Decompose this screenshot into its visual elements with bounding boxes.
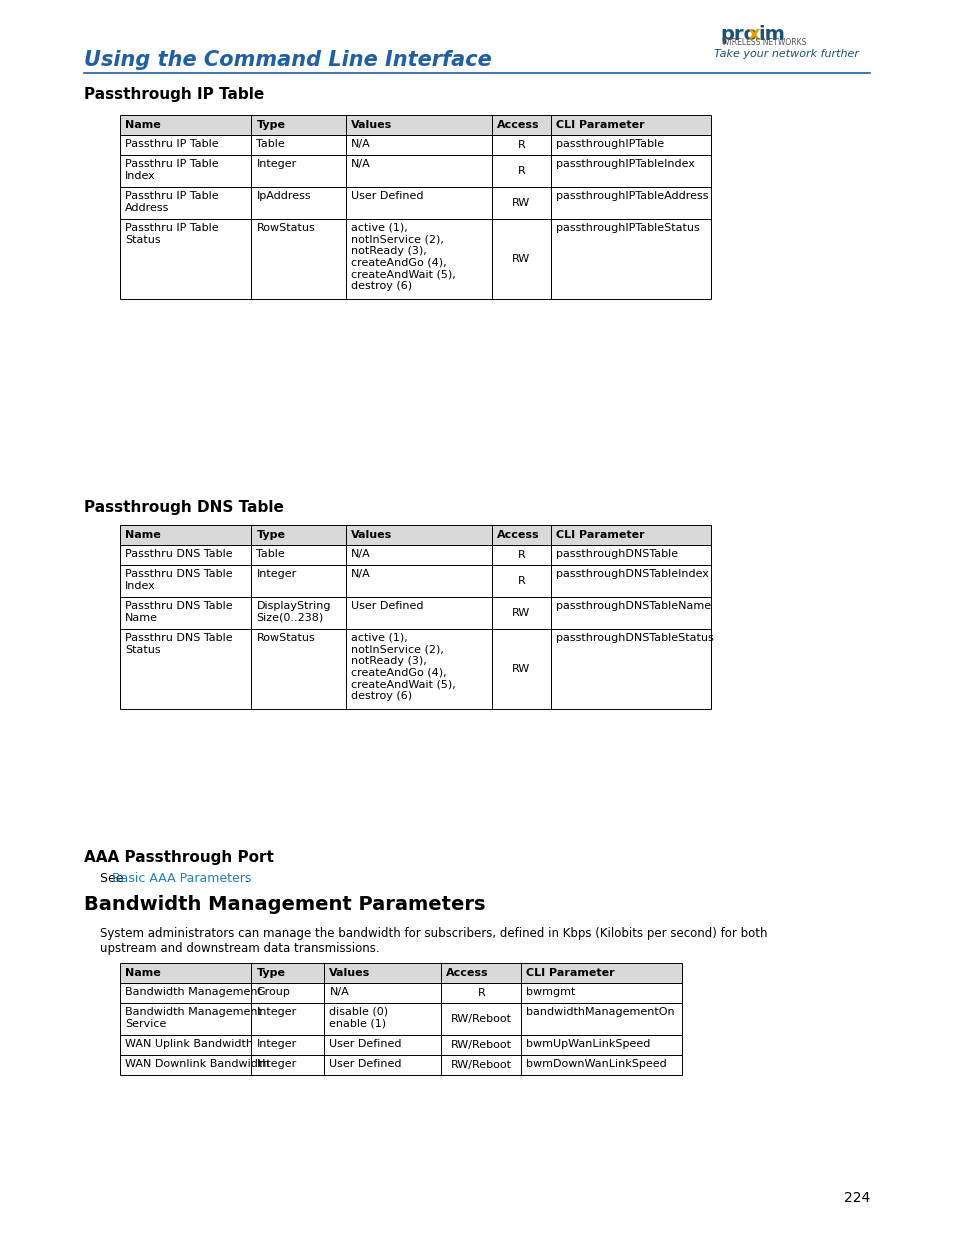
Text: bwmUpWanLinkSpeed: bwmUpWanLinkSpeed xyxy=(526,1039,650,1049)
Bar xyxy=(521,1035,681,1055)
Bar xyxy=(252,1055,324,1074)
Text: WIRELESS NETWORKS: WIRELESS NETWORKS xyxy=(721,38,805,47)
Text: 224: 224 xyxy=(842,1191,869,1205)
Text: passthroughDNSTableIndex: passthroughDNSTableIndex xyxy=(555,569,708,579)
Bar xyxy=(252,597,346,629)
Bar xyxy=(440,1035,521,1055)
Bar xyxy=(252,115,346,135)
Text: Group: Group xyxy=(256,987,290,997)
Bar xyxy=(120,983,252,1003)
Bar xyxy=(521,963,681,983)
Text: Integer: Integer xyxy=(256,569,296,579)
Text: Name: Name xyxy=(125,968,161,978)
Bar xyxy=(521,983,681,1003)
Bar xyxy=(252,156,346,186)
Bar xyxy=(252,186,346,219)
Bar xyxy=(440,1055,521,1074)
Text: Bandwidth Management: Bandwidth Management xyxy=(125,987,262,997)
Bar xyxy=(252,545,346,564)
Text: passthroughDNSTableName: passthroughDNSTableName xyxy=(555,601,710,611)
Bar xyxy=(252,564,346,597)
Text: Integer: Integer xyxy=(256,159,296,169)
Bar xyxy=(492,545,550,564)
Text: passthroughDNSTableStatus: passthroughDNSTableStatus xyxy=(555,634,713,643)
Bar xyxy=(550,545,711,564)
Text: Passthru IP Table: Passthru IP Table xyxy=(125,140,218,149)
Bar xyxy=(492,564,550,597)
Bar xyxy=(120,629,252,709)
Bar xyxy=(252,629,346,709)
Bar xyxy=(492,186,550,219)
Text: R: R xyxy=(476,988,485,998)
Bar xyxy=(346,156,492,186)
Text: RW: RW xyxy=(512,608,530,618)
Text: R: R xyxy=(517,550,525,559)
Bar xyxy=(120,545,252,564)
Bar xyxy=(550,186,711,219)
Bar xyxy=(346,135,492,156)
Text: Name: Name xyxy=(125,120,161,130)
Text: Bandwidth Management Parameters: Bandwidth Management Parameters xyxy=(84,895,485,914)
Text: x: x xyxy=(747,25,760,44)
Text: pro: pro xyxy=(720,25,757,44)
Text: DisplayString
Size(0..238): DisplayString Size(0..238) xyxy=(256,601,331,622)
Bar xyxy=(252,1035,324,1055)
Text: RW: RW xyxy=(512,198,530,207)
Text: Bandwidth Management
Service: Bandwidth Management Service xyxy=(125,1007,262,1029)
Text: N/A: N/A xyxy=(351,569,371,579)
Text: active (1),
notInService (2),
notReady (3),
createAndGo (4),
createAndWait (5),
: active (1), notInService (2), notReady (… xyxy=(351,634,456,701)
Text: N/A: N/A xyxy=(351,159,371,169)
Bar xyxy=(346,525,492,545)
Bar xyxy=(492,219,550,299)
Bar xyxy=(324,1035,440,1055)
Text: active (1),
notInService (2),
notReady (3),
createAndGo (4),
createAndWait (5),
: active (1), notInService (2), notReady (… xyxy=(351,224,456,291)
Text: Passthrough IP Table: Passthrough IP Table xyxy=(84,86,264,103)
Text: AAA Passthrough Port: AAA Passthrough Port xyxy=(84,850,274,864)
Text: Values: Values xyxy=(329,968,371,978)
Bar xyxy=(346,564,492,597)
Text: Access: Access xyxy=(497,120,539,130)
Bar xyxy=(346,219,492,299)
Text: User Defined: User Defined xyxy=(329,1039,401,1049)
Bar xyxy=(120,186,252,219)
Text: Access: Access xyxy=(497,530,539,540)
Text: Passthru DNS Table
Name: Passthru DNS Table Name xyxy=(125,601,233,622)
Text: Passthru IP Table
Address: Passthru IP Table Address xyxy=(125,191,218,212)
Text: Passthru DNS Table
Status: Passthru DNS Table Status xyxy=(125,634,233,655)
Text: Passthru IP Table
Status: Passthru IP Table Status xyxy=(125,224,218,245)
Text: CLI Parameter: CLI Parameter xyxy=(555,530,643,540)
Bar xyxy=(120,525,252,545)
Bar xyxy=(346,597,492,629)
Text: Passthru DNS Table: Passthru DNS Table xyxy=(125,550,233,559)
Text: RW/Reboot: RW/Reboot xyxy=(451,1040,512,1050)
Bar xyxy=(346,186,492,219)
Bar xyxy=(120,1003,252,1035)
Text: RW/Reboot: RW/Reboot xyxy=(451,1014,512,1024)
Bar xyxy=(252,983,324,1003)
Bar xyxy=(120,1055,252,1074)
Bar xyxy=(550,525,711,545)
Bar xyxy=(324,1055,440,1074)
Bar xyxy=(550,629,711,709)
Bar xyxy=(492,597,550,629)
Text: Integer: Integer xyxy=(256,1007,296,1016)
Text: Using the Command Line Interface: Using the Command Line Interface xyxy=(84,49,491,70)
Text: RW: RW xyxy=(512,254,530,264)
Text: RW: RW xyxy=(512,664,530,674)
Text: RW/Reboot: RW/Reboot xyxy=(451,1060,512,1070)
Text: Passthru IP Table
Index: Passthru IP Table Index xyxy=(125,159,218,180)
Text: N/A: N/A xyxy=(351,550,371,559)
Text: WAN Uplink Bandwidth: WAN Uplink Bandwidth xyxy=(125,1039,253,1049)
Bar xyxy=(550,219,711,299)
Text: passthroughIPTableIndex: passthroughIPTableIndex xyxy=(555,159,694,169)
Text: N/A: N/A xyxy=(329,987,349,997)
Bar xyxy=(521,1055,681,1074)
Bar xyxy=(120,219,252,299)
Bar xyxy=(120,115,252,135)
Text: disable (0)
enable (1): disable (0) enable (1) xyxy=(329,1007,388,1029)
Text: Integer: Integer xyxy=(256,1039,296,1049)
Text: R: R xyxy=(517,165,525,177)
Text: Values: Values xyxy=(351,530,392,540)
Text: Type: Type xyxy=(256,530,285,540)
Text: Take your network further: Take your network further xyxy=(713,49,858,59)
